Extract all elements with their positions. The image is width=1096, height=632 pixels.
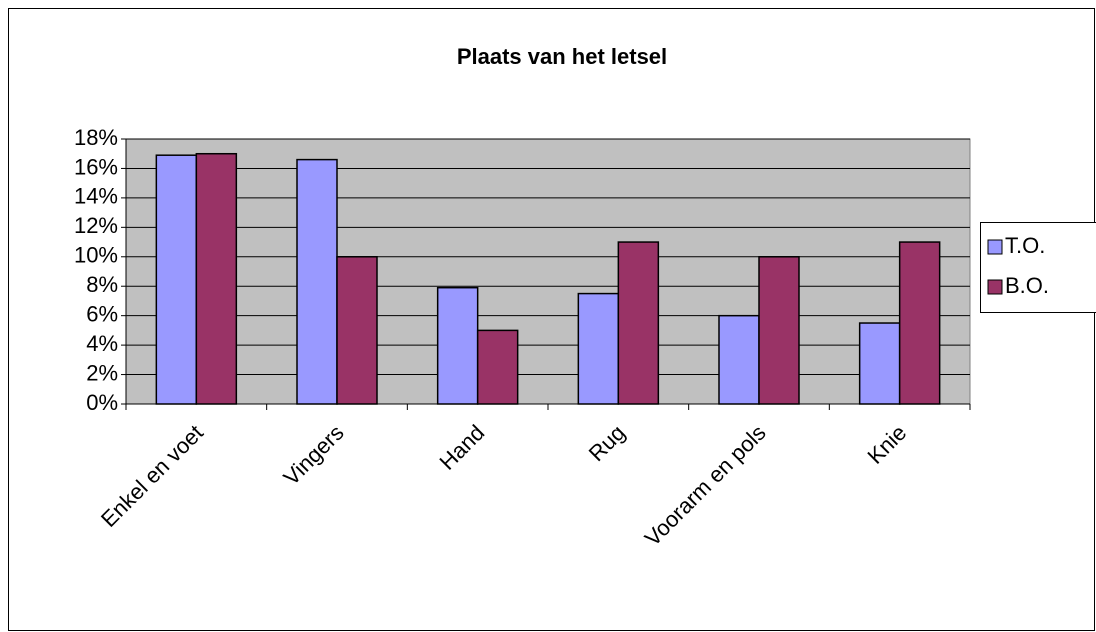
y-tick-label: 14% <box>74 184 118 209</box>
bar <box>436 286 479 405</box>
legend-swatch <box>987 279 1003 295</box>
bar <box>718 314 760 405</box>
y-tick-label: 4% <box>86 331 118 356</box>
legend-label: B.O. <box>1005 273 1049 298</box>
y-tick-label: 16% <box>74 154 118 179</box>
bar <box>758 256 800 405</box>
y-tick-label: 18% <box>74 125 118 150</box>
bar <box>577 292 620 405</box>
y-tick-label: 8% <box>86 272 118 297</box>
chart-title: Plaats van het letsel <box>457 44 667 69</box>
y-tick-label: 2% <box>86 360 118 385</box>
plot-area <box>125 138 971 405</box>
y-tick-label: 6% <box>86 301 118 326</box>
bar <box>296 158 338 405</box>
y-tick-label: 10% <box>74 243 118 268</box>
legend-label: T.O. <box>1005 233 1045 258</box>
y-tick-label: 0% <box>86 390 118 415</box>
legend-swatch <box>987 239 1003 255</box>
bar <box>195 152 238 405</box>
bar <box>858 322 901 405</box>
bar <box>155 154 198 405</box>
y-tick-label: 12% <box>74 213 118 238</box>
bar <box>617 241 660 405</box>
bar <box>898 241 941 405</box>
legend-box <box>980 222 1096 313</box>
bar <box>336 256 378 405</box>
bar <box>476 329 519 405</box>
